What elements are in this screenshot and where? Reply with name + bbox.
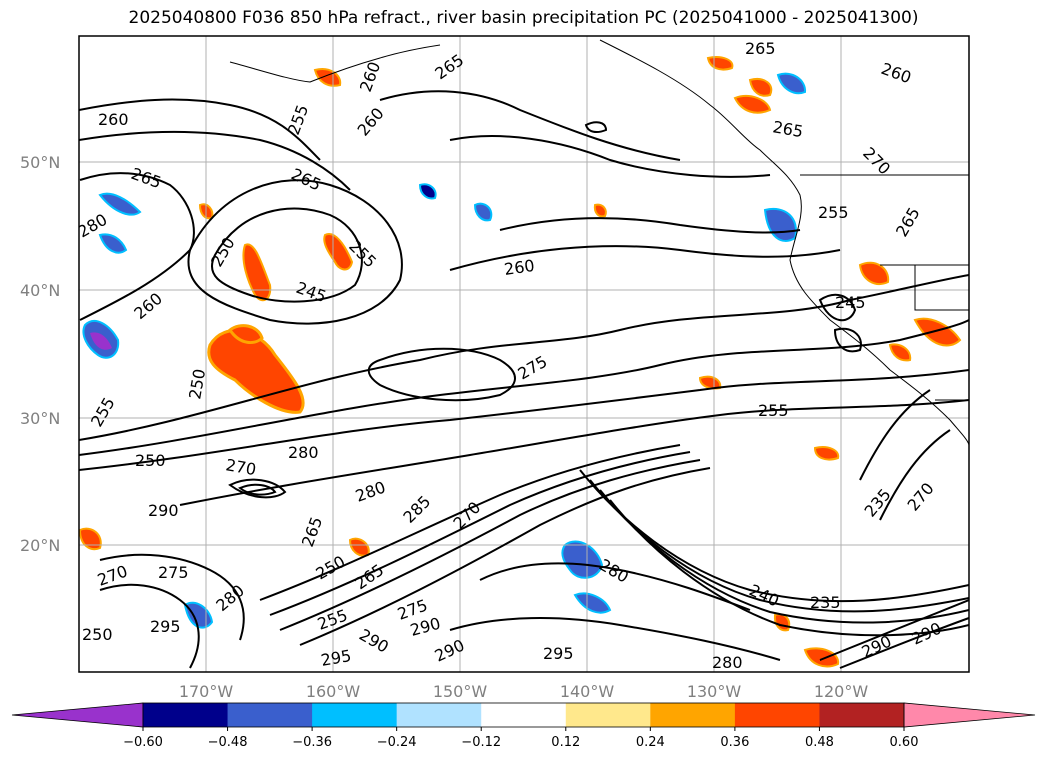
fill-orange-red-region	[323, 233, 354, 271]
colorbar-tick-label: 0.24	[636, 735, 665, 750]
contour-label: 250	[82, 625, 113, 644]
colorbar: −0.60 −0.48 −0.36 −0.24 −0.12 0.12 0.24 0.36 0.4…	[11, 702, 1036, 750]
fill-orange-red-region	[748, 78, 773, 97]
colorbar-tick-label: 0.36	[720, 735, 749, 750]
lon-label: 160°W	[306, 682, 361, 701]
colorbar-tick-label: −0.24	[377, 735, 417, 750]
fill-orange-red-region	[733, 94, 772, 114]
lon-label: 170°W	[179, 682, 234, 701]
colorbar-extend-min	[11, 702, 144, 728]
contour-label: 260	[98, 110, 129, 129]
colorbar-segment	[734, 703, 820, 727]
fill-blue-region	[183, 601, 214, 629]
fill-blue-region	[98, 233, 128, 254]
colorbar-tick-label: −0.36	[292, 735, 332, 750]
longitude-labels: 170°W 160°W 150°W 140°W 130°W 120°W	[179, 682, 869, 701]
contour-label: 290	[148, 501, 179, 520]
lat-label: 50°N	[20, 153, 60, 172]
map-title: 2025040800 F036 850 hPa refract., river …	[128, 8, 919, 28]
fill-orange-red-region	[888, 343, 912, 362]
contour-label: 245	[835, 293, 866, 312]
contour-label: 235	[810, 593, 841, 612]
plot-frame	[78, 35, 970, 673]
contour-label: 295	[543, 644, 574, 663]
fill-purple-region	[90, 332, 112, 350]
colorbar-segment	[143, 703, 229, 727]
contour-label: 255	[818, 203, 849, 222]
fill-blue-region	[776, 72, 807, 95]
fill-orange-red-region	[227, 324, 264, 344]
lon-label: 140°W	[560, 682, 615, 701]
lat-label: 30°N	[20, 409, 60, 428]
refractivity-contours	[79, 90, 969, 669]
contour-label: 260	[503, 256, 536, 279]
fill-navy-region	[418, 183, 437, 200]
contour-label: 275	[158, 563, 189, 582]
colorbar-tick-label: 0.48	[805, 735, 834, 750]
contour-label: 280	[712, 653, 743, 672]
colorbar-segment	[565, 703, 651, 727]
contour-label: 265	[745, 39, 776, 58]
lon-label: 150°W	[433, 682, 488, 701]
fill-orange-red-region	[79, 527, 102, 550]
colorbar-segment	[227, 703, 313, 727]
colorbar-frame	[142, 702, 905, 728]
fill-orange-red-region	[858, 261, 890, 285]
fill-orange-red-region	[593, 203, 607, 218]
fill-orange-red-region	[813, 446, 840, 461]
colorbar-tick-label: −0.48	[208, 735, 248, 750]
plot-area: 260 265 260 265 255 260 270 250 265 255 …	[79, 36, 969, 672]
colorbar-segment	[481, 703, 567, 727]
contour-label: 250	[135, 451, 166, 470]
colorbar-segment	[396, 703, 482, 727]
colorbar-tick-label: −0.12	[461, 735, 501, 750]
fill-blue-region	[473, 202, 493, 222]
lon-label: 130°W	[687, 682, 742, 701]
contour-label: 295	[150, 617, 181, 636]
contour-label: 280	[288, 443, 319, 462]
fill-blue-region	[98, 192, 142, 216]
colorbar-segment	[650, 703, 736, 727]
lon-label: 120°W	[814, 682, 869, 701]
colorbar-segment	[819, 703, 905, 727]
colorbar-tick-label: 0.12	[551, 735, 580, 750]
latitude-labels: 50°N 40°N 30°N 20°N	[20, 153, 60, 555]
colorbar-tick-label: 0.60	[890, 735, 919, 750]
graticule	[79, 36, 969, 672]
fill-orange-red-region	[913, 317, 962, 347]
fill-orange-red-region	[803, 647, 840, 668]
colorbar-extend-max	[903, 702, 1036, 728]
lat-label: 40°N	[20, 281, 60, 300]
colorbar-segment	[312, 703, 398, 727]
contour-label: 255	[758, 401, 789, 420]
colorbar-tick-label: −0.60	[123, 735, 163, 750]
lat-label: 20°N	[20, 536, 60, 555]
